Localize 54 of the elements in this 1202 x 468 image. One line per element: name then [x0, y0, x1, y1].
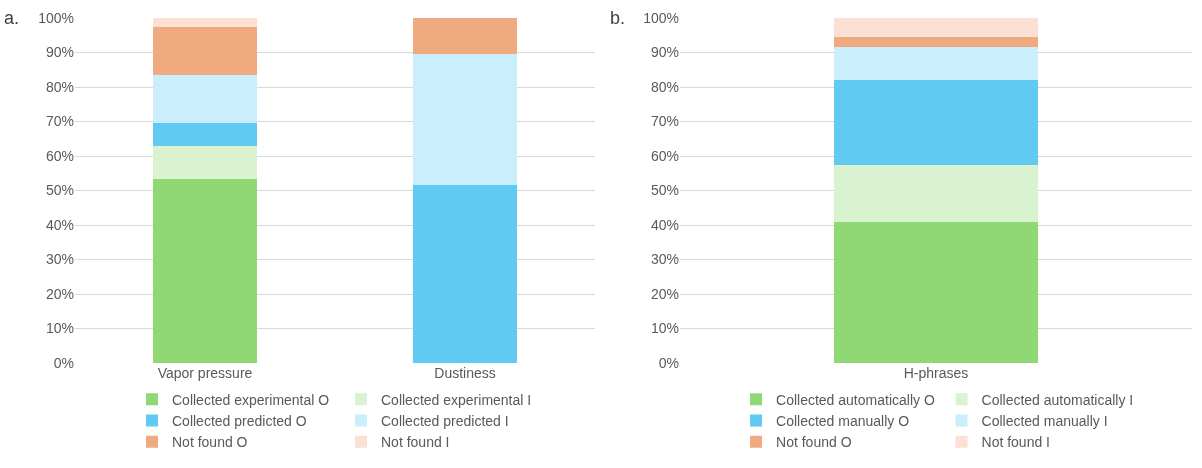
y-tick-label: 40%	[45, 216, 74, 233]
y-tick-label: 40%	[650, 216, 679, 233]
bar	[153, 26, 257, 75]
bar	[153, 18, 257, 27]
legend-label: Collected predicted O	[172, 412, 307, 429]
legend-label: Collected manually I	[981, 412, 1108, 429]
bar	[413, 53, 517, 185]
bar	[833, 46, 1039, 80]
legend-label: Not found O	[776, 434, 852, 451]
y-tick-label: 80%	[650, 78, 679, 95]
bar	[413, 18, 517, 54]
y-tick-label: 80%	[45, 78, 74, 95]
y-tick-label: 0%	[53, 354, 74, 371]
y-tick-label: 30%	[650, 251, 679, 268]
y-tick-label: 100%	[643, 9, 679, 26]
y-tick-label: 90%	[45, 44, 74, 61]
y-tick-label: 50%	[45, 182, 74, 199]
legend-label: Collected manually O	[776, 412, 910, 429]
legend-label: Collected automatically I	[981, 391, 1134, 408]
y-tick-label: 70%	[650, 113, 679, 130]
bar	[153, 122, 257, 147]
y-tick-label: 60%	[45, 147, 74, 164]
y-tick-label: 10%	[45, 320, 74, 337]
legend-label: Collected automatically O	[776, 391, 935, 408]
y-tick-label: 30%	[45, 251, 74, 268]
y-tick-label: 60%	[650, 147, 679, 164]
bar	[833, 36, 1039, 47]
bar	[833, 221, 1039, 363]
bar	[833, 79, 1039, 166]
legend-label: Not found I	[381, 434, 450, 451]
legend-label: Not found O	[172, 434, 248, 451]
x-tick-label: Dustiness	[434, 365, 496, 381]
bar	[153, 146, 257, 179]
bar	[833, 165, 1039, 222]
y-tick-label: 20%	[650, 285, 679, 302]
y-tick-label: 90%	[650, 44, 679, 61]
y-tick-label: 50%	[650, 182, 679, 199]
bar	[153, 74, 257, 123]
x-tick-label: Vapor pressure	[157, 365, 253, 381]
legend-label: Collected experimental O	[172, 391, 330, 408]
bar	[413, 184, 517, 363]
y-tick-label: 10%	[650, 320, 679, 337]
bar	[833, 18, 1039, 37]
text: b.	[610, 8, 626, 28]
bar	[153, 178, 257, 363]
text: a.	[4, 8, 20, 28]
y-tick-label: 70%	[45, 113, 74, 130]
y-tick-label: 100%	[38, 9, 74, 26]
legend-label: Collected experimental I	[381, 391, 532, 408]
legend-label: Collected predicted I	[381, 412, 509, 429]
y-tick-label: 20%	[45, 285, 74, 302]
legend-label: Not found I	[981, 434, 1051, 451]
x-tick-label: H-phrases	[903, 365, 969, 381]
y-tick-label: 0%	[658, 354, 679, 371]
